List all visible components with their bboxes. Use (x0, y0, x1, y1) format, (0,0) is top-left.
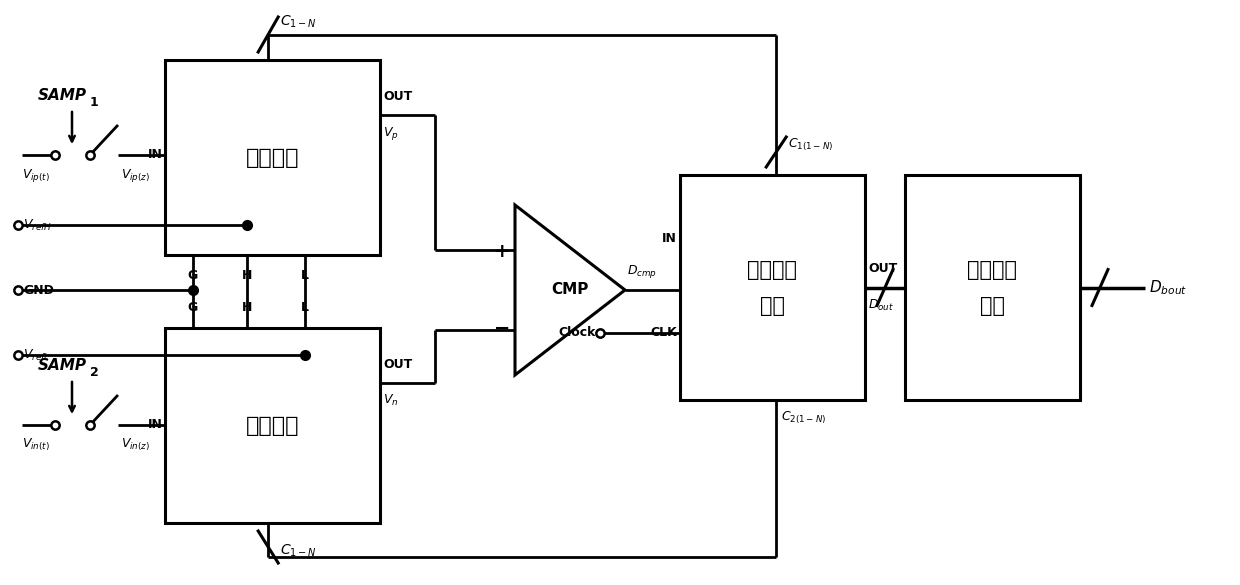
Text: OUT: OUT (383, 357, 412, 371)
Text: L: L (301, 301, 309, 314)
Text: $V_{in(t)}$: $V_{in(t)}$ (22, 437, 50, 453)
Text: H: H (242, 269, 252, 282)
Text: $C_{1(1-N)}$: $C_{1(1-N)}$ (789, 137, 833, 153)
Text: $C_{1-N}$: $C_{1-N}$ (280, 14, 317, 30)
Text: SAMP: SAMP (38, 358, 87, 373)
Text: CLK: CLK (650, 326, 677, 339)
Text: $V_{ip(z)}$: $V_{ip(z)}$ (122, 167, 150, 184)
Text: SAMP: SAMP (38, 88, 87, 103)
Text: $D_{out}$: $D_{out}$ (868, 298, 894, 312)
Text: G: G (188, 301, 198, 314)
Text: 1: 1 (91, 96, 99, 109)
Text: 模块: 模块 (760, 295, 785, 315)
Text: GND: GND (24, 284, 53, 297)
Text: +: + (494, 242, 510, 261)
Text: 电容阵列: 电容阵列 (246, 415, 299, 435)
Text: $C_{2(1-N)}$: $C_{2(1-N)}$ (781, 410, 827, 426)
Text: IN: IN (148, 149, 162, 161)
Bar (165, 328, 379, 523)
Text: $V_{ip(t)}$: $V_{ip(t)}$ (22, 167, 50, 184)
Bar (680, 175, 866, 400)
Text: $C_{1-N}$: $C_{1-N}$ (280, 543, 317, 559)
Text: G: G (188, 269, 198, 282)
Text: 逻辑控制: 逻辑控制 (748, 260, 797, 280)
Text: $V_{refH}$: $V_{refH}$ (24, 218, 52, 233)
Text: OUT: OUT (868, 263, 898, 276)
Text: OUT: OUT (383, 90, 412, 102)
Bar (905, 175, 1080, 400)
Text: 模块: 模块 (980, 295, 1004, 315)
Text: $V_n$: $V_n$ (383, 393, 398, 408)
Text: −: − (494, 319, 510, 338)
Text: $V_{in(z)}$: $V_{in(z)}$ (122, 437, 150, 453)
Text: IN: IN (662, 232, 677, 245)
Text: $V_{refL}$: $V_{refL}$ (24, 347, 50, 363)
Bar (165, 60, 379, 255)
Text: L: L (301, 269, 309, 282)
Text: $D_{cmp}$: $D_{cmp}$ (627, 263, 657, 280)
Text: Clock: Clock (559, 326, 596, 339)
Text: 输出缓冲: 输出缓冲 (967, 260, 1018, 280)
Text: IN: IN (148, 418, 162, 432)
Text: 电容阵列: 电容阵列 (246, 147, 299, 167)
Text: H: H (242, 301, 252, 314)
Text: 2: 2 (91, 366, 99, 379)
Text: $D_{bout}$: $D_{bout}$ (1149, 278, 1188, 297)
Text: $V_p$: $V_p$ (383, 125, 399, 142)
Text: CMP: CMP (552, 283, 589, 298)
